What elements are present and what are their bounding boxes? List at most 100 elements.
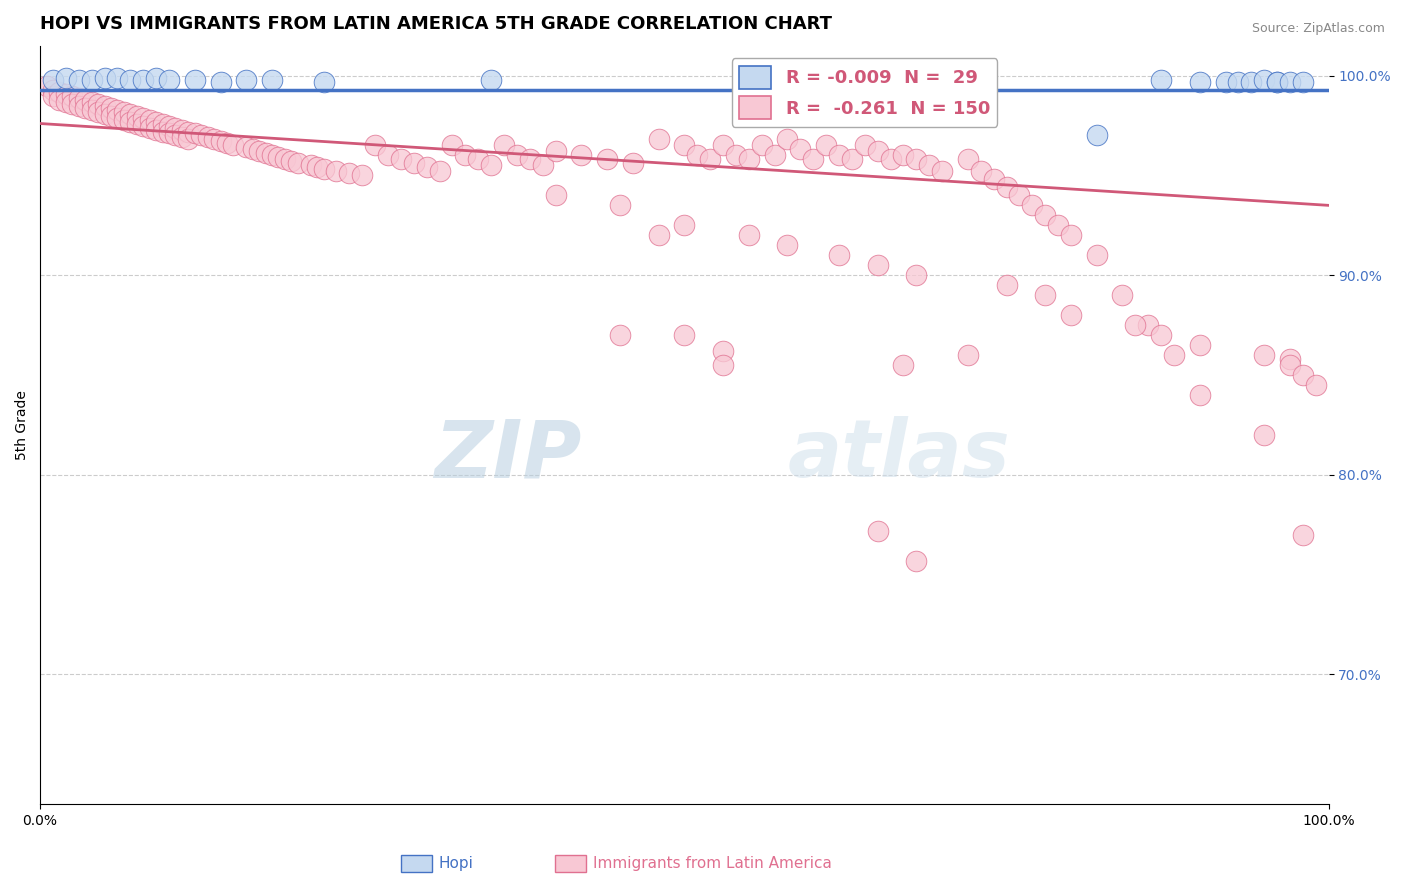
Point xyxy=(209,135,232,149)
Point xyxy=(776,238,799,252)
Point xyxy=(312,162,335,177)
Point xyxy=(1292,527,1315,541)
Point xyxy=(107,111,129,125)
Point xyxy=(242,143,264,157)
Point xyxy=(260,72,283,87)
Point xyxy=(673,138,696,153)
Point xyxy=(673,328,696,343)
Point xyxy=(738,74,761,88)
Point xyxy=(138,120,160,135)
Point xyxy=(177,124,200,138)
Text: ZIP: ZIP xyxy=(434,417,581,494)
Point xyxy=(112,104,135,119)
Point xyxy=(441,138,464,153)
Point xyxy=(686,148,709,162)
Point xyxy=(956,348,979,362)
Point xyxy=(157,127,180,141)
Point xyxy=(429,164,451,178)
Point xyxy=(893,148,915,162)
Point xyxy=(42,82,65,96)
Point xyxy=(970,164,993,178)
Point xyxy=(711,344,734,359)
Point xyxy=(893,358,915,372)
Point xyxy=(647,228,669,243)
Point xyxy=(763,148,786,162)
Point xyxy=(145,114,167,128)
Point xyxy=(1188,338,1211,352)
Point xyxy=(1188,74,1211,88)
Point xyxy=(364,138,387,153)
Point xyxy=(67,90,90,104)
Point xyxy=(905,554,928,568)
Point xyxy=(235,140,257,154)
Point xyxy=(866,145,889,159)
Point xyxy=(287,156,309,170)
Text: Source: ZipAtlas.com: Source: ZipAtlas.com xyxy=(1251,22,1385,36)
Point xyxy=(170,122,193,136)
Point xyxy=(35,78,58,93)
Point xyxy=(519,153,541,167)
Point xyxy=(724,148,747,162)
Point xyxy=(1265,74,1288,88)
Point xyxy=(841,153,863,167)
Point xyxy=(738,228,761,243)
Point xyxy=(132,119,155,133)
Point xyxy=(184,72,207,87)
Point xyxy=(1163,348,1185,362)
Point xyxy=(107,103,129,117)
Point xyxy=(55,70,77,85)
Point xyxy=(828,248,851,262)
Point xyxy=(80,103,103,117)
Point xyxy=(312,74,335,88)
Point xyxy=(879,153,901,167)
Text: Immigrants from Latin America: Immigrants from Latin America xyxy=(593,856,832,871)
Point xyxy=(93,70,115,85)
Point xyxy=(699,153,721,167)
Point xyxy=(215,136,238,151)
Point xyxy=(711,358,734,372)
Point xyxy=(377,148,399,162)
Point xyxy=(145,122,167,136)
Point xyxy=(983,172,1005,186)
Point xyxy=(956,74,979,88)
Point xyxy=(93,106,115,120)
Point xyxy=(67,72,90,87)
Point xyxy=(905,153,928,167)
Point xyxy=(60,96,83,111)
Point xyxy=(506,148,529,162)
Point xyxy=(1150,72,1173,87)
Point xyxy=(274,153,297,167)
Point xyxy=(87,104,110,119)
Point xyxy=(569,148,592,162)
Point xyxy=(1240,74,1263,88)
Point xyxy=(1033,288,1056,302)
Point xyxy=(1111,288,1133,302)
Point xyxy=(75,93,97,107)
Point xyxy=(209,74,232,88)
Point xyxy=(815,138,838,153)
Text: HOPI VS IMMIGRANTS FROM LATIN AMERICA 5TH GRADE CORRELATION CHART: HOPI VS IMMIGRANTS FROM LATIN AMERICA 5T… xyxy=(41,15,832,33)
Point xyxy=(1278,352,1301,367)
Point xyxy=(905,268,928,283)
Point xyxy=(80,72,103,87)
Point xyxy=(132,111,155,125)
Point xyxy=(467,153,489,167)
Point xyxy=(222,138,245,153)
Point xyxy=(145,70,167,85)
Point xyxy=(1278,74,1301,88)
Point xyxy=(107,70,129,85)
Point xyxy=(1278,358,1301,372)
Text: atlas: atlas xyxy=(787,417,1011,494)
Point xyxy=(1227,74,1250,88)
Point xyxy=(828,148,851,162)
Point xyxy=(1060,228,1083,243)
Point xyxy=(100,101,122,115)
Point xyxy=(157,72,180,87)
Point xyxy=(235,72,257,87)
Point xyxy=(1253,72,1275,87)
Point xyxy=(531,158,554,172)
Point xyxy=(544,145,567,159)
Point xyxy=(596,153,619,167)
Point xyxy=(1265,74,1288,88)
Point xyxy=(125,109,148,123)
